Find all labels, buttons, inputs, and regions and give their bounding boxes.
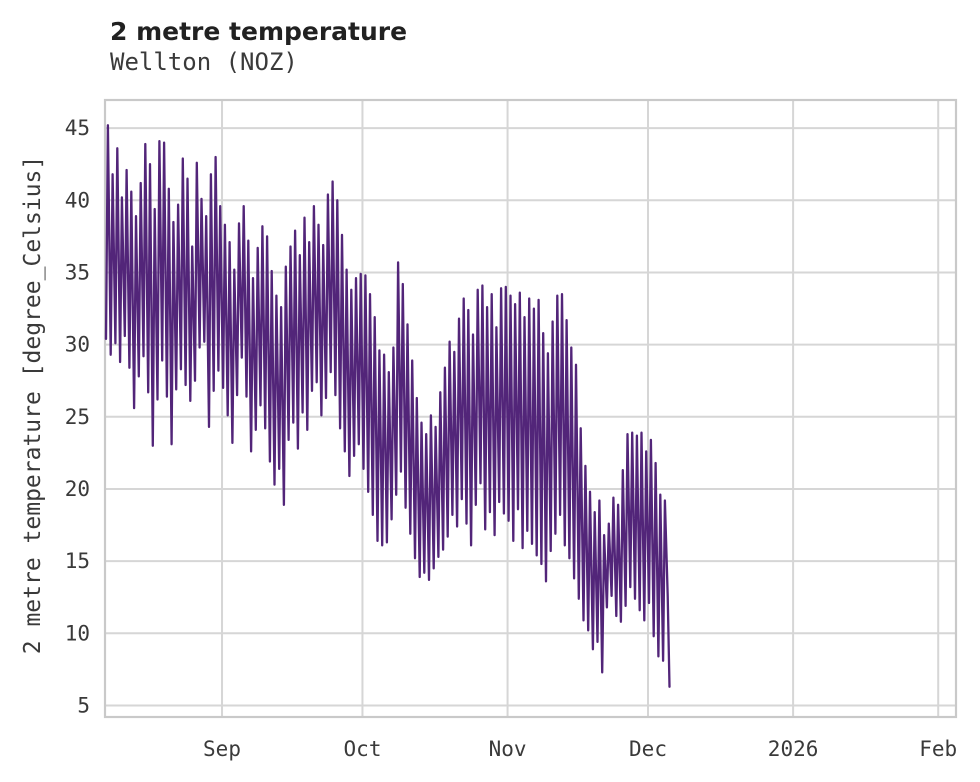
temperature-line — [104, 124, 671, 688]
y-tick-label: 20 — [65, 477, 90, 501]
x-tick-label: Oct — [344, 737, 382, 761]
chart-subtitle: Wellton (NOZ) — [110, 48, 298, 76]
y-tick-label: 35 — [65, 261, 90, 285]
y-tick-label: 25 — [65, 405, 90, 429]
x-tick-label: Dec — [629, 737, 667, 761]
y-tick-label: 45 — [65, 116, 90, 140]
y-tick-label: 5 — [77, 694, 90, 718]
x-tick-label: Nov — [489, 737, 527, 761]
y-tick-label: 40 — [65, 188, 90, 212]
y-tick-label: 15 — [65, 549, 90, 573]
x-tick-label: 2026 — [768, 737, 819, 761]
chart-title: 2 metre temperature — [110, 17, 408, 46]
x-tick-label: Sep — [203, 737, 241, 761]
y-tick-label: 30 — [65, 333, 90, 357]
x-tick-label: Feb — [919, 737, 957, 761]
plot-border — [103, 98, 958, 719]
y-tick-label: 10 — [65, 621, 90, 645]
